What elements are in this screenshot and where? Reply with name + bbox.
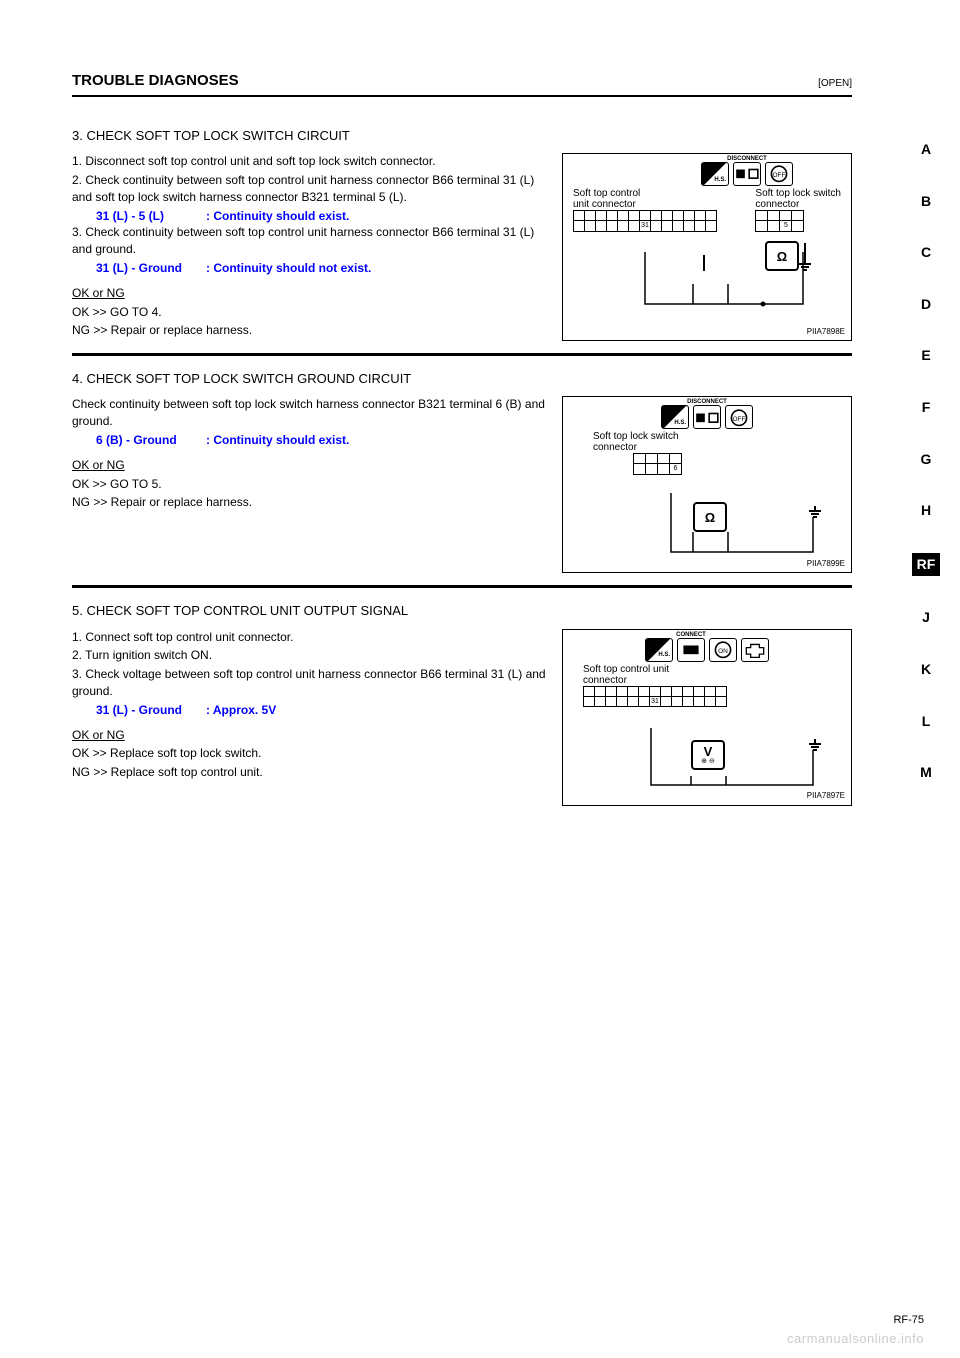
s5-ok: OK >> Replace soft top lock switch. <box>72 745 548 762</box>
side-nav-tabs: A B C D E F G H RF J K L M <box>912 140 940 783</box>
s3-m1-left: 31 (L) - 5 (L) <box>96 208 206 225</box>
page-header: TROUBLE DIAGNOSES [OPEN] <box>72 70 852 97</box>
volt-meter-icon: V ⊕ ⊖ <box>691 740 725 770</box>
s3-step3: 3. Check continuity between soft top con… <box>72 224 548 258</box>
connect-icon: CONNECT <box>677 638 705 662</box>
tab-h[interactable]: H <box>912 501 940 521</box>
s3-m1-right: : Continuity should exist. <box>206 208 349 225</box>
s3-ng: NG >> Repair or replace harness. <box>72 322 548 339</box>
s3-m2-left: 31 (L) - Ground <box>96 260 206 277</box>
header-title: TROUBLE DIAGNOSES <box>72 70 239 91</box>
s4-fig-code: PIIA7899E <box>807 558 845 569</box>
hs-icon: H.S. <box>661 405 689 429</box>
s5-step2: 2. Turn ignition switch ON. <box>72 647 548 664</box>
s5-fig-label: Soft top control unit connector <box>583 664 841 686</box>
divider <box>72 585 852 588</box>
hs-icon: H.S. <box>645 638 673 662</box>
keyoff-icon: OFF <box>765 162 793 186</box>
s5-measure1: 31 (L) - Ground : Approx. 5V <box>72 702 548 719</box>
s4-figure: H.S. DISCONNECT OFF Soft top lock switch… <box>562 396 852 573</box>
s3-fig-leftlabel: Soft top control unit connector <box>573 188 717 210</box>
tab-b[interactable]: B <box>912 192 940 212</box>
s5-figure: H.S. CONNECT ON Soft top control unit co… <box>562 629 852 806</box>
small-connector-icon: 6 <box>633 453 841 475</box>
section5-body: 1. Connect soft top control unit connect… <box>72 629 852 806</box>
ohm-meter-icon: Ω <box>765 241 799 271</box>
tab-a[interactable]: A <box>912 140 940 160</box>
section3-text: 1. Disconnect soft top control unit and … <box>72 153 548 341</box>
svg-text:OFF: OFF <box>733 416 746 423</box>
s4-m1-left: 6 (B) - Ground <box>96 432 206 449</box>
ground-icon <box>809 739 821 751</box>
tab-d[interactable]: D <box>912 295 940 315</box>
section5-text: 1. Connect soft top control unit connect… <box>72 629 548 806</box>
section5-title: 5. CHECK SOFT TOP CONTROL UNIT OUTPUT SI… <box>72 602 852 620</box>
page-number: RF-75 <box>893 1313 924 1328</box>
s3-fig-code: PIIA7898E <box>807 326 845 337</box>
s3-okng: OK or NG <box>72 285 548 302</box>
s3-measure2: 31 (L) - Ground : Continuity should not … <box>72 260 548 277</box>
tab-j[interactable]: J <box>912 608 940 628</box>
s5-step1: 1. Connect soft top control unit connect… <box>72 629 548 646</box>
s5-m1-right: : Approx. 5V <box>206 702 276 719</box>
section3-body: 1. Disconnect soft top control unit and … <box>72 153 852 341</box>
probe-icon <box>703 255 705 271</box>
s4-step: Check continuity between soft top lock s… <box>72 396 548 430</box>
s4-ng: NG >> Repair or replace harness. <box>72 494 548 511</box>
divider <box>72 353 852 356</box>
ground-icon <box>809 506 821 518</box>
s4-measure1: 6 (B) - Ground : Continuity should exist… <box>72 432 548 449</box>
ground-icon <box>799 259 811 271</box>
small-connector-icon: 5 <box>755 210 841 232</box>
s5-ng: NG >> Replace soft top control unit. <box>72 764 548 781</box>
engine-icon <box>741 638 769 662</box>
s5-step3: 3. Check voltage between soft top contro… <box>72 666 548 700</box>
s3-step1: 1. Disconnect soft top control unit and … <box>72 153 548 170</box>
s3-figure: H.S. DISCONNECT OFF Soft top control uni… <box>562 153 852 341</box>
wide-connector-icon: 31 <box>583 686 727 708</box>
section4-title: 4. CHECK SOFT TOP LOCK SWITCH GROUND CIR… <box>72 370 852 388</box>
section4-body: Check continuity between soft top lock s… <box>72 396 852 573</box>
disconnect-icon: DISCONNECT <box>693 405 721 429</box>
section3-title: 3. CHECK SOFT TOP LOCK SWITCH CIRCUIT <box>72 127 852 145</box>
s4-m1-right: : Continuity should exist. <box>206 432 349 449</box>
s3-ok: OK >> GO TO 4. <box>72 304 548 321</box>
tab-c[interactable]: C <box>912 243 940 263</box>
ohm-meter-icon: Ω <box>693 502 727 532</box>
hs-icon: H.S. <box>701 162 729 186</box>
probe-icon <box>804 243 806 259</box>
s5-okng: OK or NG <box>72 727 548 744</box>
s3-m2-right: : Continuity should not exist. <box>206 260 371 277</box>
header-code: [OPEN] <box>818 77 852 91</box>
tab-e[interactable]: E <box>912 346 940 366</box>
keyon-icon: ON <box>709 638 737 662</box>
tab-k[interactable]: K <box>912 660 940 680</box>
s3-measure1: 31 (L) - 5 (L) : Continuity should exist… <box>72 208 548 225</box>
s4-okng: OK or NG <box>72 457 548 474</box>
tab-f[interactable]: F <box>912 398 940 418</box>
tab-m[interactable]: M <box>912 763 940 783</box>
s4-fig-label: Soft top lock switch connector <box>593 431 841 453</box>
svg-text:ON: ON <box>718 648 728 655</box>
svg-text:OFF: OFF <box>773 172 786 179</box>
s3-fig-rightlabel: Soft top lock switch connector <box>755 188 841 210</box>
section4-text: Check continuity between soft top lock s… <box>72 396 548 573</box>
s5-fig-code: PIIA7897E <box>807 790 845 801</box>
s3-step2: 2. Check continuity between soft top con… <box>72 172 548 206</box>
tab-g[interactable]: G <box>912 450 940 470</box>
tab-l[interactable]: L <box>912 712 940 732</box>
wide-connector-icon: 31 <box>573 210 717 232</box>
keyoff-icon: OFF <box>725 405 753 429</box>
watermark: carmanualsonline.info <box>787 1330 924 1348</box>
s4-ok: OK >> GO TO 5. <box>72 476 548 493</box>
s5-m1-left: 31 (L) - Ground <box>96 702 206 719</box>
disconnect-icon: DISCONNECT <box>733 162 761 186</box>
tab-rf[interactable]: RF <box>912 553 940 577</box>
page-content: TROUBLE DIAGNOSES [OPEN] 3. CHECK SOFT T… <box>72 70 852 818</box>
